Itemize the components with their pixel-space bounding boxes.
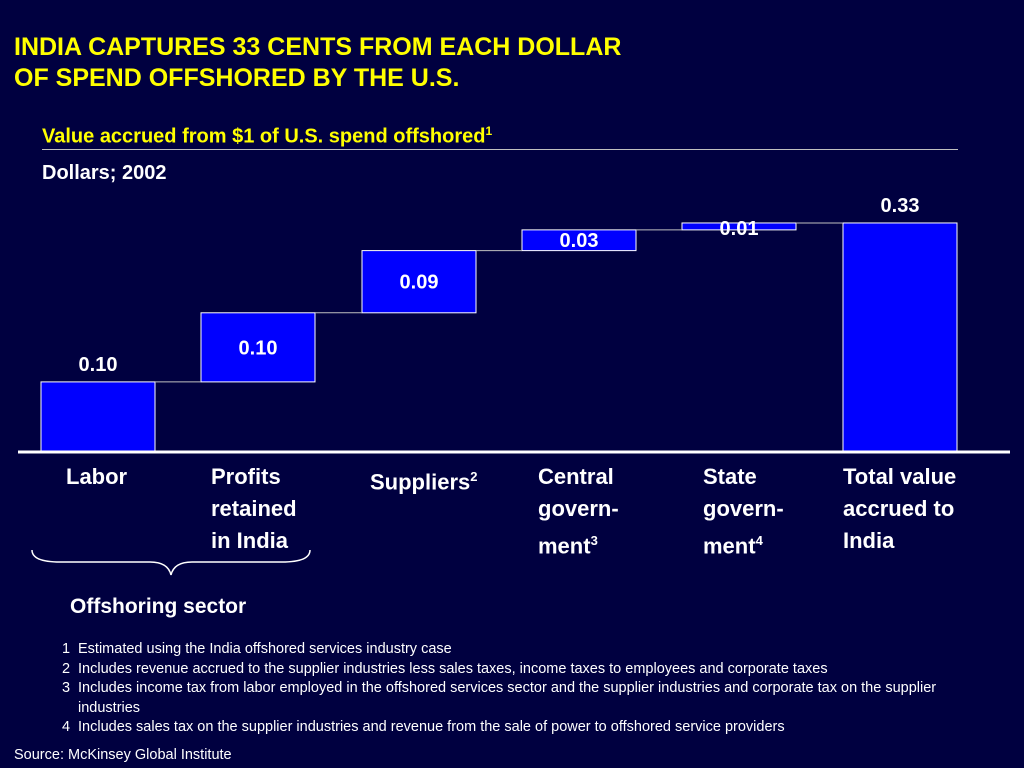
offshoring-sector-label: Offshoring sector [70, 595, 247, 618]
category-suppliers-text: Suppliers [370, 469, 471, 495]
title-line-1: INDIA CAPTURES 33 CENTS FROM EACH DOLLAR [14, 33, 622, 61]
category-state-ref: 4 [755, 533, 763, 548]
bar-0 [40, 381, 156, 452]
subtitle-text: Value accrued from $1 of U.S. spend offs… [42, 125, 486, 148]
category-profits-line-2: retained [211, 496, 297, 521]
category-label-total: Total value accrued to India [843, 461, 956, 557]
footnote-3: 3 Includes income tax from labor employed… [62, 679, 1002, 718]
category-total-line-2: accrued to [843, 496, 955, 521]
value-label-5: 0.33 [881, 195, 920, 217]
category-label-labor: Labor [66, 461, 127, 493]
category-state-line-3: ment [703, 533, 756, 559]
category-label-central-government: Central govern- ment3 [538, 461, 619, 562]
value-label-2: 0.09 [400, 272, 439, 294]
value-label-0: 0.10 [79, 354, 118, 376]
category-central-line-1: Central [538, 464, 614, 489]
value-label-1: 0.10 [239, 337, 278, 359]
category-state-line-1: State [703, 464, 757, 489]
source-note: Source: McKinsey Global Institute [14, 747, 232, 763]
category-label-profits: Profits retained in India [211, 461, 297, 557]
footnote-number: 1 [62, 641, 71, 657]
footnote-number: 3 [62, 680, 71, 696]
category-labor-text: Labor [66, 464, 128, 489]
footnote-text: Estimated using the India offshored serv… [78, 641, 452, 657]
category-central-ref: 3 [590, 533, 598, 548]
offshoring-sector-brace [31, 549, 311, 576]
subtitle-divider [42, 149, 958, 150]
bar-1 [200, 312, 316, 383]
footnote-text: Includes income tax from labor employed … [78, 680, 937, 716]
units-label: Dollars; 2002 [42, 162, 167, 184]
value-label-4: 0.01 [720, 218, 759, 240]
bar-3 [521, 229, 637, 252]
footnote-text: Includes sales tax on the supplier indus… [78, 719, 785, 735]
bar-4 [681, 222, 797, 231]
category-label-state-government: State govern- ment4 [703, 461, 784, 562]
chart-subtitle: Value accrued from $1 of U.S. spend offs… [42, 118, 492, 150]
category-suppliers-ref: 2 [470, 469, 478, 484]
bar-5 [842, 222, 958, 452]
subtitle-footnote-ref: 1 [485, 124, 493, 138]
value-label-3: 0.03 [560, 230, 599, 252]
waterfall-chart: 0.10 0.10 0.09 0.03 0.01 0.33 [18, 195, 1010, 454]
category-total-line-1: Total value [843, 464, 957, 489]
footnote-2: 2 Includes revenue accrued to the supplie… [62, 660, 1002, 680]
footnote-number: 2 [62, 660, 71, 677]
category-profits-line-1: Profits [211, 464, 281, 489]
category-central-line-2: govern- [538, 496, 619, 521]
category-profits-line-3: in India [211, 528, 288, 553]
category-total-line-3: India [843, 528, 895, 553]
bar-2 [361, 250, 477, 314]
footnote-1: 1 Estimated using the India offshored ser… [62, 640, 1002, 660]
footnote-number: 4 [62, 719, 71, 735]
slide-title: INDIA CAPTURES 33 CENTS FROM EACH DOLLAR… [14, 32, 914, 94]
footnote-text: Includes revenue accrued to the supplier… [78, 660, 828, 677]
footnote-4: 4 Includes sales tax on the supplier indu… [62, 718, 1002, 738]
category-state-line-2: govern- [703, 496, 784, 521]
title-line-2: OF SPEND OFFSHORED BY THE U.S. [14, 64, 460, 92]
footnotes: 1 Estimated using the India offshored ser… [62, 640, 1002, 738]
category-central-line-3: ment [538, 533, 591, 559]
category-label-suppliers: Suppliers2 [370, 461, 477, 498]
